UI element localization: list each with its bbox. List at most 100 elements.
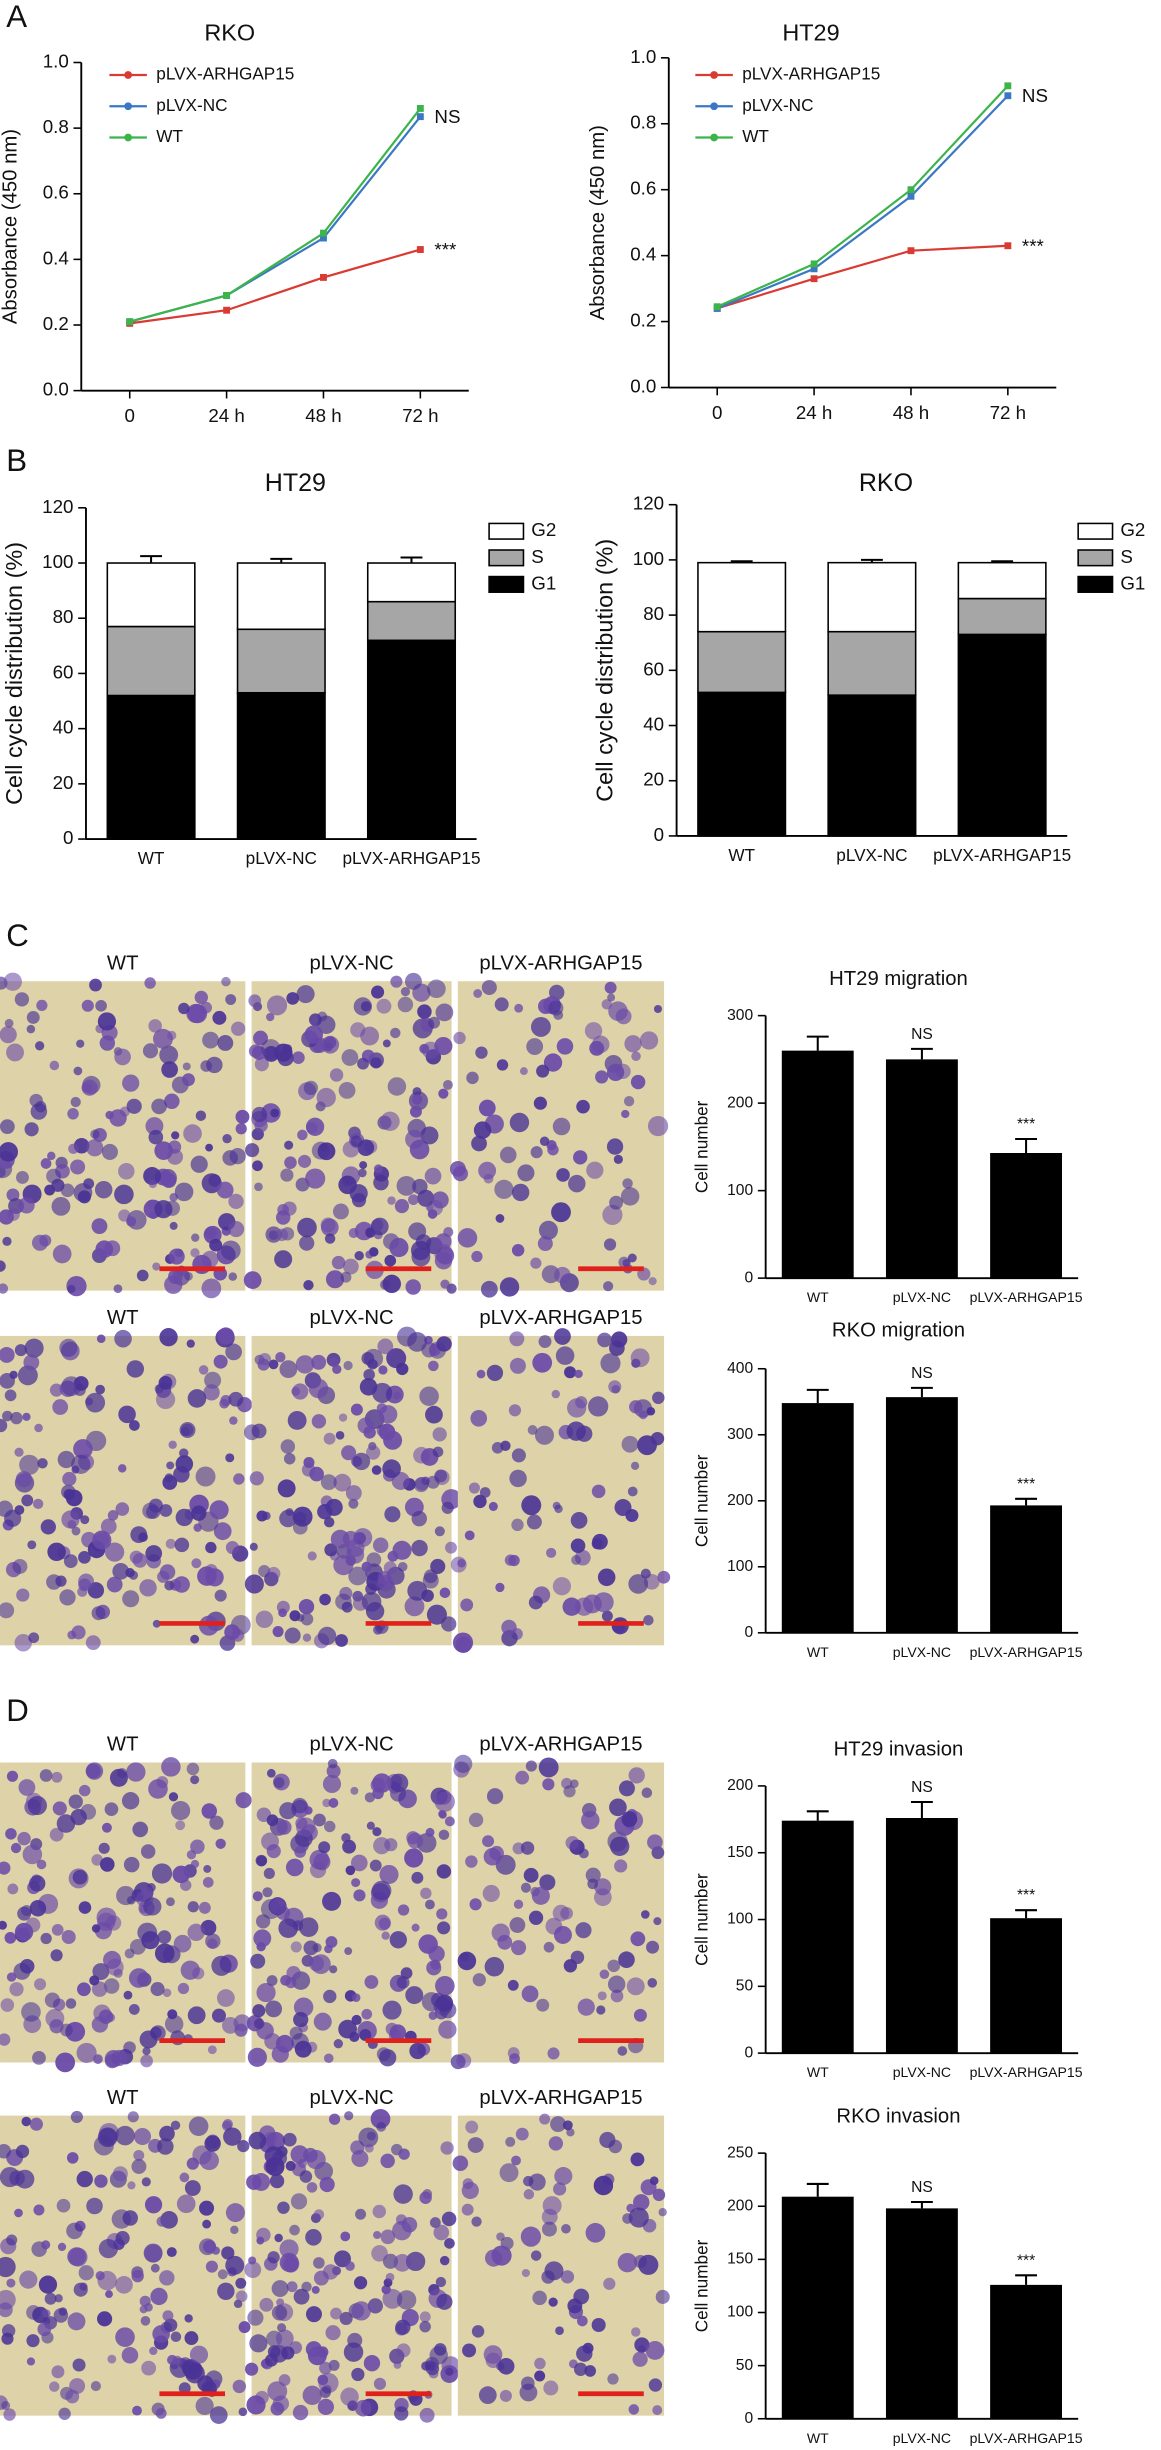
cell bbox=[191, 1233, 200, 1242]
cell bbox=[83, 1178, 95, 1190]
y-tick-label: 100 bbox=[727, 1182, 753, 1199]
cell bbox=[607, 993, 616, 1002]
marker bbox=[1004, 92, 1012, 100]
cell bbox=[555, 1346, 575, 1365]
cell bbox=[565, 1835, 580, 1850]
cell bbox=[570, 1512, 588, 1529]
cell bbox=[107, 2354, 117, 2364]
cell bbox=[383, 1561, 397, 1575]
cell bbox=[66, 2222, 83, 2240]
cell bbox=[132, 2405, 142, 2416]
cell bbox=[186, 2157, 199, 2170]
cell bbox=[350, 1135, 362, 1147]
cell bbox=[205, 1541, 217, 1554]
cell bbox=[382, 2288, 403, 2309]
cell bbox=[360, 1001, 372, 1012]
cell bbox=[177, 1982, 190, 1995]
cell bbox=[632, 2351, 648, 2367]
cell bbox=[267, 2251, 280, 2264]
cell bbox=[282, 2132, 297, 2147]
cell bbox=[320, 1474, 337, 1491]
cell bbox=[308, 1013, 322, 1027]
cell bbox=[61, 1510, 80, 1529]
cell bbox=[532, 2290, 547, 2306]
cell bbox=[610, 1989, 624, 2003]
cell bbox=[494, 997, 509, 1012]
cell bbox=[91, 1218, 108, 1235]
cell bbox=[15, 2169, 35, 2189]
cell bbox=[653, 1004, 662, 1014]
cell bbox=[46, 1168, 62, 1184]
y-tick-label: 40 bbox=[53, 717, 74, 738]
cell bbox=[488, 1501, 498, 1511]
cell bbox=[80, 1515, 90, 1525]
y-tick-label: 40 bbox=[643, 713, 664, 734]
cell bbox=[602, 1204, 623, 1225]
cell bbox=[483, 1173, 494, 1184]
cell bbox=[409, 2042, 426, 2060]
cell bbox=[440, 2141, 454, 2155]
y-tick-label: 200 bbox=[727, 1492, 753, 1509]
cell bbox=[101, 1143, 118, 1160]
cell bbox=[511, 2155, 521, 2166]
cell bbox=[217, 1035, 234, 1051]
cell bbox=[548, 2136, 564, 2151]
cell bbox=[303, 1279, 314, 1291]
cell bbox=[395, 2214, 407, 2226]
cell bbox=[178, 2382, 191, 2395]
cell bbox=[262, 1511, 271, 1521]
cell bbox=[285, 1858, 304, 1877]
cell bbox=[554, 1504, 563, 1514]
y-tick-label: 300 bbox=[727, 1007, 753, 1024]
x-tick-label: 72 h bbox=[402, 405, 439, 426]
cell bbox=[428, 1016, 441, 1029]
cell bbox=[435, 2276, 447, 2288]
cell bbox=[104, 1802, 119, 1817]
cell bbox=[473, 989, 483, 998]
cell bbox=[259, 2297, 274, 2312]
cell bbox=[142, 2047, 151, 2056]
line-series bbox=[716, 244, 1008, 310]
cell bbox=[343, 1360, 353, 1371]
cell bbox=[89, 978, 102, 992]
cell bbox=[164, 1275, 183, 1294]
cell bbox=[495, 1214, 505, 1223]
cell bbox=[353, 1889, 366, 1902]
line-series bbox=[129, 107, 422, 323]
cell bbox=[427, 979, 446, 999]
x-tick-label: WT bbox=[807, 2430, 829, 2446]
marker bbox=[810, 275, 818, 283]
x-tick-label: WT bbox=[807, 2064, 829, 2080]
cell bbox=[658, 2208, 667, 2217]
cell bbox=[483, 2345, 503, 2364]
cell bbox=[523, 2189, 535, 2200]
cell bbox=[40, 1519, 56, 1535]
cell bbox=[14, 1447, 24, 1457]
cell bbox=[332, 1203, 349, 1220]
cell bbox=[228, 1391, 244, 1407]
cell bbox=[420, 1887, 432, 1900]
cell bbox=[433, 2224, 450, 2241]
cell bbox=[232, 2379, 247, 2394]
cell bbox=[149, 2346, 158, 2356]
cell bbox=[396, 1975, 410, 1989]
cell bbox=[313, 1813, 326, 1827]
cell bbox=[251, 1106, 268, 1123]
cell bbox=[29, 2117, 43, 2131]
cell bbox=[166, 1897, 175, 1907]
cell bbox=[432, 1427, 447, 1442]
cell bbox=[0, 1119, 15, 1135]
cell bbox=[393, 2254, 412, 2272]
cell bbox=[609, 1195, 624, 1210]
cell bbox=[542, 1778, 555, 1791]
x-tick-label: pLVX-ARHGAP15 bbox=[970, 2430, 1083, 2446]
cell bbox=[630, 1461, 640, 1470]
cell bbox=[22, 1844, 43, 1865]
cell bbox=[26, 2334, 40, 2348]
cell bbox=[382, 2000, 402, 2020]
cell bbox=[207, 2045, 217, 2055]
cell bbox=[351, 2014, 362, 2026]
cell bbox=[269, 2173, 285, 2189]
cell bbox=[17, 1831, 31, 1846]
bar-segment bbox=[827, 694, 917, 837]
